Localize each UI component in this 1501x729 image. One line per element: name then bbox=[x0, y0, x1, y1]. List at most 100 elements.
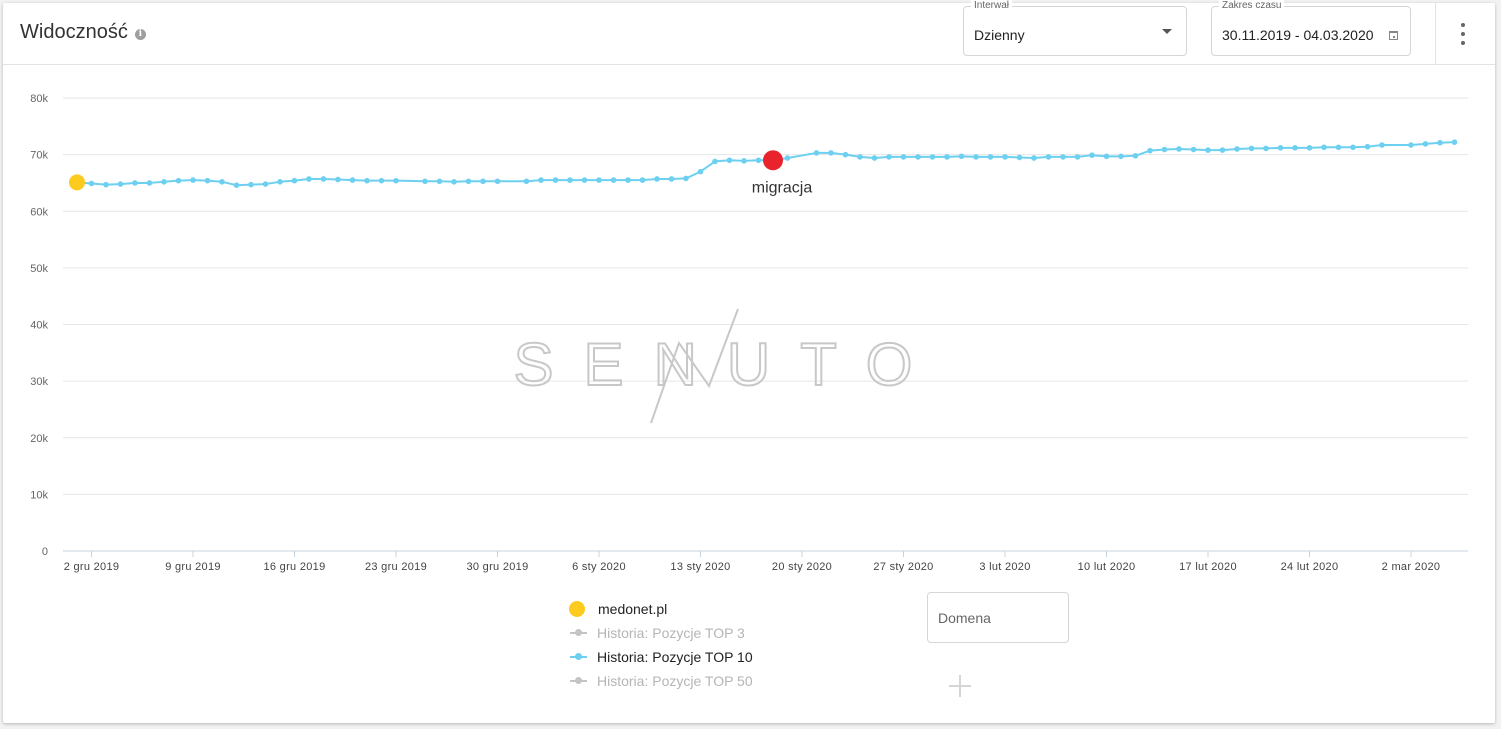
x-tick-label: 20 sty 2020 bbox=[772, 561, 832, 573]
legend-domain-name: medonet.pl bbox=[598, 601, 668, 617]
data-point bbox=[1292, 145, 1298, 151]
data-point bbox=[625, 177, 631, 183]
series-line-icon bbox=[570, 653, 587, 660]
visibility-chart: SENUTO 0 10k 20k 30k 40k 50k 60k 70k 80k 2 gru 20… bbox=[30, 93, 1468, 573]
data-point bbox=[1161, 146, 1168, 153]
visibility-card: Widoczność i Interwał Dzienny Zakres cza… bbox=[3, 0, 1495, 723]
legend-series-item[interactable]: Historia: Pozycje TOP 10 bbox=[569, 645, 753, 669]
data-point bbox=[1234, 146, 1240, 152]
x-tick-label: 9 gru 2019 bbox=[165, 561, 221, 573]
data-point bbox=[987, 154, 994, 160]
legend-series-item[interactable]: Historia: Pozycje TOP 50 bbox=[569, 669, 753, 693]
data-point bbox=[654, 176, 660, 182]
x-tick-label: 6 sty 2020 bbox=[572, 561, 626, 573]
x-tick-label: 23 gru 2019 bbox=[365, 561, 427, 573]
more-vertical-icon[interactable] bbox=[1455, 23, 1471, 45]
data-point bbox=[88, 180, 95, 187]
title-wrap: Widoczność i bbox=[20, 21, 146, 44]
date-range-picker[interactable]: Zakres czasu 30.11.2019 - 04.03.2020 bbox=[1211, 0, 1411, 56]
header-divider bbox=[1435, 3, 1436, 64]
data-point bbox=[233, 182, 240, 189]
y-tick-label: 0 bbox=[42, 546, 48, 558]
annotation-layer: migracja bbox=[69, 150, 812, 196]
data-point bbox=[465, 178, 472, 185]
legend-series-label: Historia: Pozycje TOP 3 bbox=[597, 625, 745, 641]
x-tick-label: 27 sty 2020 bbox=[873, 561, 933, 573]
data-point bbox=[567, 177, 573, 183]
data-point bbox=[1132, 152, 1139, 159]
data-point bbox=[929, 154, 936, 160]
calendar-icon[interactable] bbox=[1389, 31, 1398, 40]
x-tick-label: 2 mar 2020 bbox=[1382, 561, 1441, 573]
data-point bbox=[378, 177, 385, 184]
data-point bbox=[741, 158, 747, 164]
y-tick-label: 10k bbox=[30, 489, 48, 501]
domain-input[interactable] bbox=[927, 592, 1069, 643]
data-point bbox=[784, 155, 791, 161]
data-point bbox=[1335, 144, 1342, 151]
data-point bbox=[1089, 152, 1095, 158]
data-point bbox=[1002, 154, 1008, 160]
data-point bbox=[219, 179, 225, 185]
watermark-text: SENUTO bbox=[514, 331, 943, 398]
legend-series-item[interactable]: Historia: Pozycje TOP 3 bbox=[569, 621, 753, 645]
watermark-bolt bbox=[650, 308, 739, 424]
data-point bbox=[393, 177, 399, 184]
senuto-watermark: SENUTO bbox=[513, 308, 943, 424]
data-point bbox=[132, 180, 138, 186]
domain-color-dot bbox=[569, 601, 585, 617]
data-point bbox=[306, 176, 312, 182]
axis-layer: 0 10k 20k 30k 40k 50k 60k 70k 80k 2 gru 2019 9 gru… bbox=[30, 93, 1468, 573]
x-tick-label: 3 lut 2020 bbox=[979, 561, 1030, 573]
data-point bbox=[349, 177, 356, 183]
data-point bbox=[871, 155, 878, 161]
data-point bbox=[291, 177, 298, 184]
data-point bbox=[1248, 145, 1255, 152]
data-point bbox=[161, 179, 167, 185]
plus-icon[interactable] bbox=[949, 675, 971, 697]
info-icon[interactable]: i bbox=[134, 29, 146, 40]
data-point bbox=[1263, 145, 1269, 152]
data-point bbox=[581, 177, 588, 183]
data-point bbox=[1103, 153, 1110, 160]
data-point bbox=[1176, 146, 1182, 152]
data-point bbox=[1364, 143, 1371, 150]
chart-legend: medonet.pl Historia: Pozycje TOP 3 Histor… bbox=[569, 597, 753, 693]
data-point bbox=[1422, 141, 1429, 147]
data-point bbox=[639, 177, 646, 183]
y-tick-label: 60k bbox=[30, 206, 48, 218]
page-title: Widoczność bbox=[20, 21, 128, 43]
data-point bbox=[596, 177, 602, 183]
data-point bbox=[1147, 147, 1153, 154]
legend-series-list: Historia: Pozycje TOP 3 Historia: Pozycje… bbox=[569, 621, 753, 693]
y-tick-label: 70k bbox=[30, 150, 48, 162]
data-point bbox=[1205, 147, 1211, 153]
data-point bbox=[1074, 154, 1081, 160]
data-point bbox=[117, 181, 124, 187]
data-point bbox=[436, 178, 443, 185]
interval-select[interactable]: Interwał Dzienny bbox=[963, 0, 1187, 56]
date-range-value: 30.11.2019 - 04.03.2020 bbox=[1222, 27, 1374, 43]
data-point bbox=[683, 175, 689, 182]
data-point bbox=[1190, 146, 1197, 153]
data-point bbox=[480, 178, 486, 185]
x-tick-label: 2 gru 2019 bbox=[64, 561, 120, 573]
annotation-marker bbox=[763, 150, 783, 171]
data-point bbox=[190, 177, 196, 183]
data-point bbox=[364, 177, 370, 184]
interval-label: Interwał bbox=[971, 0, 1013, 11]
data-point bbox=[886, 154, 892, 160]
x-tick-label: 17 lut 2020 bbox=[1179, 561, 1237, 573]
series-line-icon bbox=[570, 629, 587, 636]
data-point bbox=[697, 168, 704, 175]
data-point bbox=[494, 178, 501, 185]
data-point bbox=[1277, 145, 1284, 151]
data-point bbox=[451, 179, 457, 185]
annotation-label: migracja bbox=[752, 179, 813, 196]
data-point bbox=[335, 176, 341, 183]
data-point bbox=[1408, 142, 1414, 148]
data-point bbox=[1306, 145, 1313, 151]
chevron-down-icon bbox=[1162, 29, 1172, 34]
data-point bbox=[610, 177, 617, 183]
x-tick-label: 30 gru 2019 bbox=[466, 561, 528, 573]
